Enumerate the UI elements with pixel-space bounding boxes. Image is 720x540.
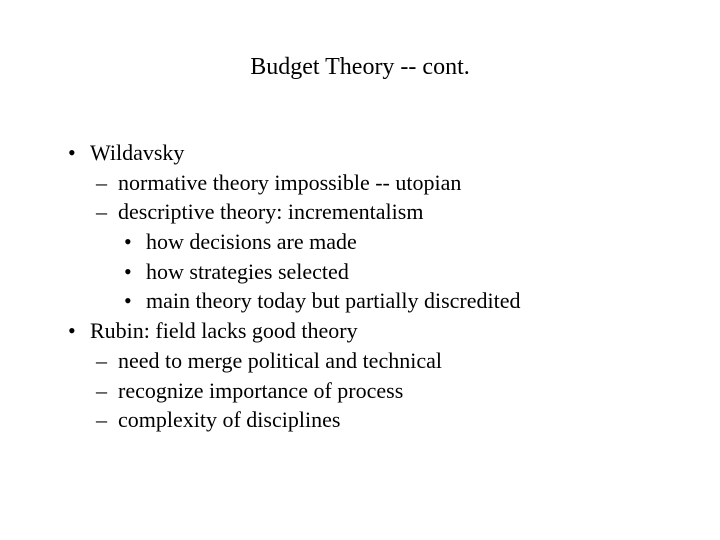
bullet-text: how decisions are made — [146, 229, 357, 254]
list-item: how strategies selected — [118, 257, 662, 287]
bullet-list-lvl1: Wildavsky normative theory impossible --… — [62, 138, 662, 435]
bullet-text: main theory today but partially discredi… — [146, 288, 521, 313]
bullet-text: need to merge political and technical — [118, 348, 442, 373]
list-item: recognize importance of process — [90, 376, 662, 406]
bullet-list-lvl3: how decisions are made how strategies se… — [118, 227, 662, 316]
bullet-text: descriptive theory: incrementalism — [118, 199, 423, 224]
bullet-text: complexity of disciplines — [118, 407, 340, 432]
list-item: how decisions are made — [118, 227, 662, 257]
list-item: main theory today but partially discredi… — [118, 286, 662, 316]
bullet-text: Wildavsky — [90, 140, 184, 165]
list-item: need to merge political and technical — [90, 346, 662, 376]
list-item: Rubin: field lacks good theory need to m… — [62, 316, 662, 435]
bullet-text: recognize importance of process — [118, 378, 403, 403]
slide-body: Wildavsky normative theory impossible --… — [62, 138, 662, 435]
bullet-text: normative theory impossible -- utopian — [118, 170, 461, 195]
list-item: normative theory impossible -- utopian — [90, 168, 662, 198]
bullet-text: Rubin: field lacks good theory — [90, 318, 358, 343]
list-item: complexity of disciplines — [90, 405, 662, 435]
list-item: descriptive theory: incrementalism how d… — [90, 197, 662, 316]
bullet-list-lvl2: need to merge political and technical re… — [90, 346, 662, 435]
bullet-text: how strategies selected — [146, 259, 349, 284]
slide: Budget Theory -- cont. Wildavsky normati… — [0, 0, 720, 540]
bullet-list-lvl2: normative theory impossible -- utopian d… — [90, 168, 662, 316]
slide-title: Budget Theory -- cont. — [0, 54, 720, 81]
list-item: Wildavsky normative theory impossible --… — [62, 138, 662, 316]
